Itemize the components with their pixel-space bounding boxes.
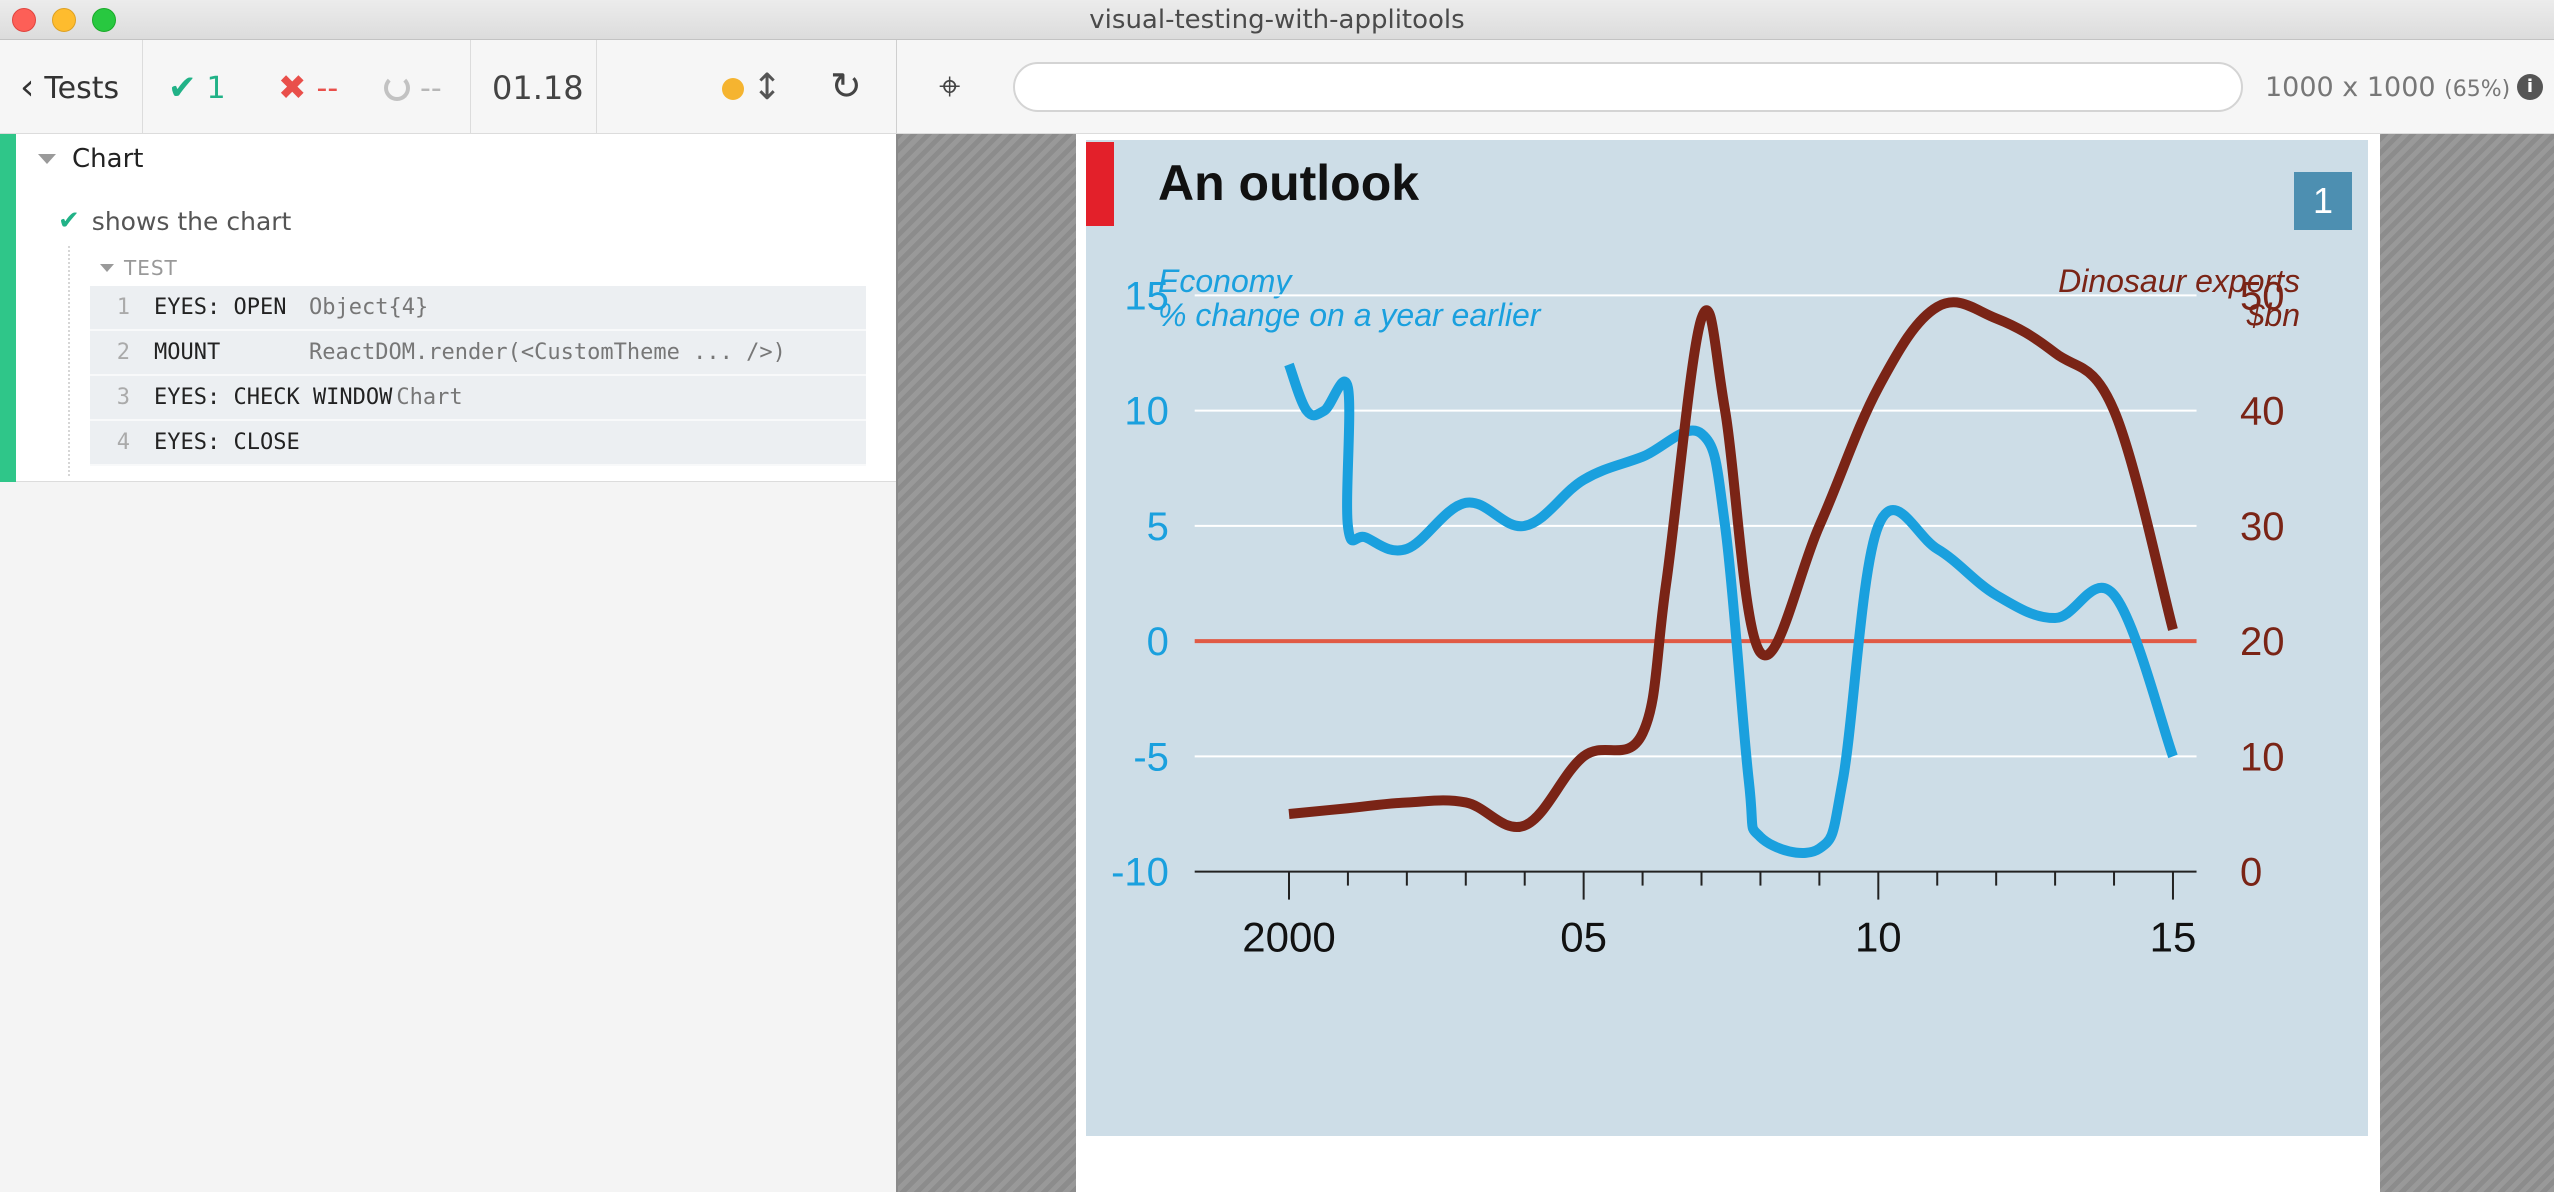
caret-down-icon xyxy=(38,154,56,164)
x-tick-label: 10 xyxy=(1855,914,1902,961)
failed-count: ✖ -- xyxy=(278,68,338,108)
pending-count-value: -- xyxy=(420,70,442,106)
viewport-info: 1000 x 1000 (65%) xyxy=(2265,68,2510,110)
passed-count-value: 1 xyxy=(206,70,226,106)
reporter-stats-bar: ‹ Tests ✔ 1 ✖ -- -- 01.18 ↕ ↻ xyxy=(0,40,896,134)
command-row[interactable]: 2 MOUNT ReactDOM.render(<CustomTheme ...… xyxy=(90,331,866,376)
auto-scroll-toggle-icon[interactable]: ↕ xyxy=(752,67,783,108)
command-row[interactable]: 1 EYES: OPEN Object{4} xyxy=(90,286,866,331)
pending-spinner-icon xyxy=(384,75,410,101)
left-axis-label-line: Economy xyxy=(1158,263,1292,299)
economy-series-line xyxy=(1284,362,2178,858)
command-name: EYES: CHECK WINDOW xyxy=(154,385,393,410)
passed-check-icon: ✔ xyxy=(58,206,80,236)
minimize-window-button[interactable] xyxy=(52,8,76,32)
left-axis-label: Economy % change on a year earlier xyxy=(1158,264,1540,332)
command-row[interactable]: 3 EYES: CHECK WINDOW Chart xyxy=(90,376,866,421)
test-title: shows the chart xyxy=(91,206,292,236)
right-tick-label: 50 xyxy=(2240,274,2285,318)
viewport-zoom: (65%) xyxy=(2444,77,2511,102)
command-message: ReactDOM.render(<CustomTheme ... />) xyxy=(309,340,786,365)
reporter-panel: ‹ Tests ✔ 1 ✖ -- -- 01.18 ↕ ↻ Chart ✔ xyxy=(0,40,896,1192)
x-tick-label: 15 xyxy=(2150,914,2197,961)
left-tick-label: 10 xyxy=(1124,390,1169,434)
aut-stage: An outlook 1 Economy % change on a year … xyxy=(898,134,2554,1192)
chart-accent-bar xyxy=(1086,142,1114,226)
app-under-test-panel: ⌖ 1000 x 1000 (65%) i An outlook 1 Econo… xyxy=(896,40,2554,1192)
right-tick-label: 10 xyxy=(2240,735,2285,779)
left-tick-label: 0 xyxy=(1147,620,1169,664)
divider xyxy=(142,40,143,134)
right-tick-label: 30 xyxy=(2240,505,2285,549)
exports-series-line xyxy=(1288,297,2178,833)
test-suite: Chart ✔ shows the chart TEST 1 EYES: OPE… xyxy=(0,134,896,482)
command-message: Object{4} xyxy=(309,295,429,320)
suite-title-row[interactable]: Chart xyxy=(38,144,143,174)
failed-count-value: -- xyxy=(316,70,339,106)
zoom-window-button[interactable] xyxy=(92,8,116,32)
right-tick-label: 0 xyxy=(2240,851,2262,895)
chart-title: An outlook xyxy=(1158,155,1420,211)
command-name: EYES: OPEN xyxy=(154,295,287,320)
command-number: 2 xyxy=(116,340,130,365)
check-icon: ✔ xyxy=(168,68,197,108)
caret-down-icon xyxy=(100,264,114,272)
window-title: visual-testing-with-applitools xyxy=(1089,5,1465,35)
cross-icon: ✖ xyxy=(278,68,307,108)
command-name: EYES: CLOSE xyxy=(154,430,300,455)
right-tick-label: 40 xyxy=(2240,390,2285,434)
info-icon[interactable]: i xyxy=(2517,74,2543,100)
tests-back-label: Tests xyxy=(44,70,120,106)
command-log: 1 EYES: OPEN Object{4} 2 MOUNT ReactDOM.… xyxy=(90,286,866,466)
right-axis-label-line: $bn xyxy=(2246,297,2300,333)
pending-count: -- xyxy=(384,68,442,108)
viewport-size: 1000 x 1000 xyxy=(2265,72,2436,103)
left-tick-label: 15 xyxy=(1124,274,1169,318)
url-bar[interactable] xyxy=(1013,62,2243,112)
line-chart: 15 50 10 40 5 30 0 20 -5 10 -10 0 2000 05 10 15 xyxy=(1111,274,2285,961)
passed-count: ✔ 1 xyxy=(168,68,226,108)
chart-number-badge: 1 xyxy=(2294,172,2352,230)
right-tick-label: 20 xyxy=(2240,620,2285,664)
command-number: 4 xyxy=(116,430,130,455)
right-axis-label-line: Dinosaur exports xyxy=(2058,263,2300,299)
indent-guide xyxy=(68,246,70,476)
command-number: 3 xyxy=(116,385,130,410)
command-message: Chart xyxy=(396,385,463,410)
command-number: 1 xyxy=(116,295,130,320)
test-section-header[interactable]: TEST xyxy=(100,256,178,280)
command-name: MOUNT xyxy=(154,340,221,365)
close-window-button[interactable] xyxy=(12,8,36,32)
x-tick-label: 2000 xyxy=(1242,914,1335,961)
divider xyxy=(470,40,471,134)
left-tick-label: -5 xyxy=(1133,735,1169,779)
selector-playground-icon[interactable]: ⌖ xyxy=(939,64,961,108)
left-tick-label: 5 xyxy=(1147,505,1169,549)
left-axis-label-line: % change on a year earlier xyxy=(1158,297,1541,333)
x-tick-label: 05 xyxy=(1560,914,1607,961)
tests-back-button[interactable]: ‹ Tests xyxy=(20,68,119,108)
right-axis-label: Dinosaur exports $bn xyxy=(2058,264,2300,332)
left-tick-label: -10 xyxy=(1111,851,1169,895)
run-duration: 01.18 xyxy=(492,69,584,107)
rerun-tests-icon[interactable]: ↻ xyxy=(830,64,862,108)
window-titlebar: visual-testing-with-applitools xyxy=(0,0,2554,40)
chevron-left-icon: ‹ xyxy=(20,67,35,108)
suite-title: Chart xyxy=(72,144,144,174)
divider xyxy=(596,40,597,134)
test-title-row[interactable]: ✔ shows the chart xyxy=(58,206,291,236)
running-indicator-icon xyxy=(722,78,744,100)
test-section-label: TEST xyxy=(124,256,178,280)
command-row[interactable]: 4 EYES: CLOSE xyxy=(90,421,866,466)
chart-panel: An outlook 1 Economy % change on a year … xyxy=(1086,140,2368,1136)
suite-status-bar xyxy=(0,134,16,482)
aut-header: ⌖ 1000 x 1000 (65%) i xyxy=(896,40,2554,134)
aut-iframe: An outlook 1 Economy % change on a year … xyxy=(1076,134,2380,1192)
